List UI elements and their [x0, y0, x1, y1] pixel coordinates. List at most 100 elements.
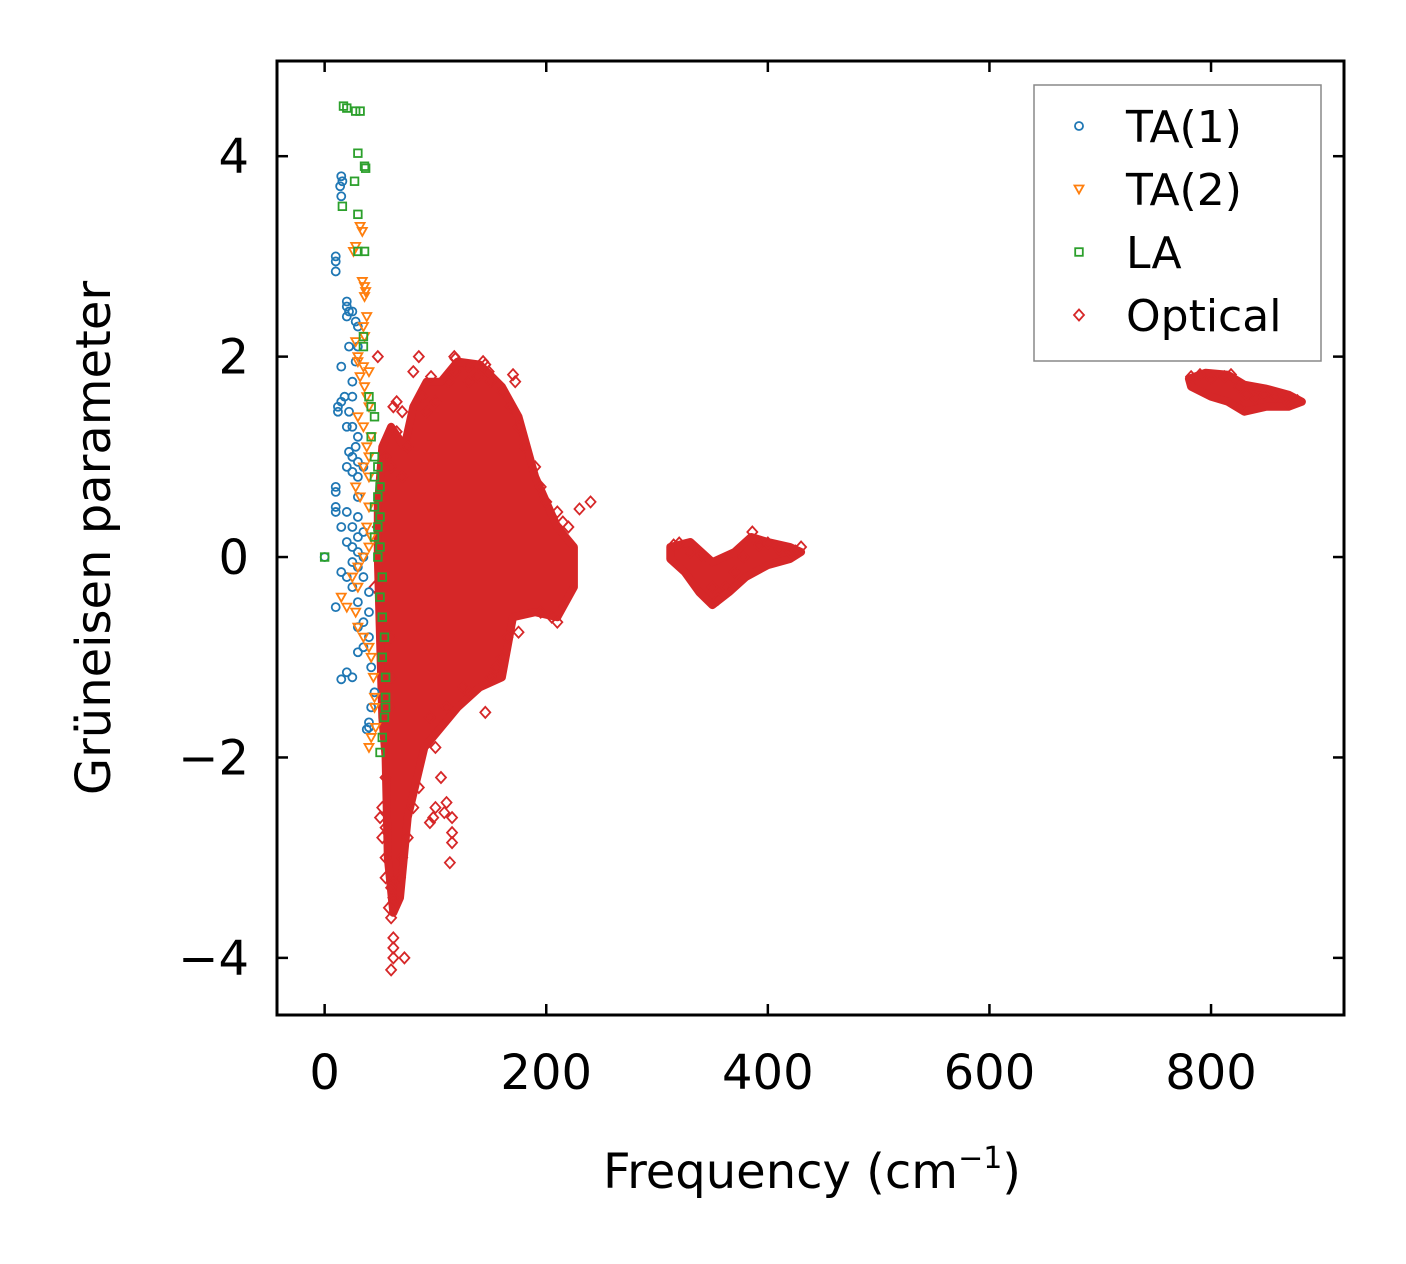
optical-point: [479, 705, 492, 720]
optical-point: [482, 364, 495, 379]
optical-point: [1280, 391, 1293, 406]
ta-1-point: [347, 542, 358, 552]
ta-2-point: [357, 632, 370, 644]
optical-point: [672, 536, 686, 550]
optical-point: [449, 351, 462, 366]
ta-1-point: [341, 667, 352, 678]
optical-point: [1193, 367, 1207, 382]
ta-1-point: [330, 602, 341, 613]
optical-point: [442, 374, 455, 389]
legend-marker-ta-2: [1072, 184, 1086, 196]
optical-point: [462, 374, 475, 389]
ta-2-point: [354, 492, 367, 504]
optical-point: [761, 536, 775, 550]
optical-point: [1258, 387, 1271, 402]
ta-2-point: [354, 221, 367, 233]
optical-point: [443, 855, 457, 870]
ta-1-point: [336, 522, 347, 532]
ta-1-point: [336, 171, 347, 182]
ta-1-point: [350, 441, 361, 452]
la-point: [358, 341, 369, 352]
la-point: [319, 552, 330, 562]
ta-2-point: [358, 382, 371, 394]
optical-point: [573, 502, 586, 516]
la-point: [379, 632, 390, 642]
ta-1-point: [337, 176, 348, 187]
ta-1-point: [341, 507, 352, 517]
ta-1-point: [352, 532, 363, 542]
ta-1-point: [347, 672, 358, 683]
series-la: [319, 101, 391, 758]
ta-2-point: [357, 362, 370, 373]
ta-2-point: [351, 412, 364, 424]
y-tick-label: −2: [178, 730, 249, 786]
ta-2-point: [365, 733, 378, 744]
optical-point: [395, 404, 409, 419]
ta-1-point: [336, 361, 347, 372]
ta-1-point: [319, 552, 330, 562]
series-ta-2: [335, 221, 382, 754]
ta-1-point: [330, 256, 341, 267]
optical-point: [1218, 369, 1231, 384]
ta-2-point: [368, 702, 381, 714]
optical-point: [429, 394, 442, 409]
legend-marker-ta-1: [1074, 121, 1084, 131]
ta-2-point: [362, 542, 376, 554]
ta-1-point: [352, 547, 363, 557]
optical-point: [484, 670, 498, 685]
optical-point: [534, 605, 547, 619]
ta-1-point: [352, 597, 363, 608]
y-tick-label: 0: [218, 530, 249, 586]
la-point: [373, 552, 383, 562]
optical-point: [1291, 393, 1304, 408]
ta-1-point: [344, 341, 354, 352]
optical-point: [684, 545, 697, 559]
optical-point: [540, 495, 553, 509]
legend-box: [1033, 84, 1322, 362]
optical-point: [393, 870, 407, 885]
y-tick-label: 2: [218, 330, 249, 386]
ta-1-point: [347, 391, 358, 402]
la-point: [375, 542, 385, 552]
optical-point: [401, 830, 414, 845]
ta-2-point: [357, 462, 370, 474]
ta-2-point: [369, 722, 382, 734]
la-point: [373, 492, 383, 502]
optical-point: [429, 800, 442, 815]
ta-1-point: [352, 471, 363, 482]
ta-1-point: [352, 512, 363, 522]
ta-2-point: [357, 322, 370, 333]
optical-point: [390, 394, 403, 409]
ta-2-point: [335, 592, 348, 604]
optical-point: [373, 810, 387, 825]
ta-2-point: [365, 652, 378, 664]
optical-point: [1249, 391, 1262, 406]
optical-point: [445, 835, 459, 850]
optical-point: [1232, 379, 1245, 394]
ta-1-point: [352, 456, 363, 467]
optical-point: [384, 880, 398, 895]
x-axis-label-main: Frequency (cm: [603, 1144, 958, 1200]
optical-point: [495, 650, 509, 665]
optical-point: [401, 439, 414, 454]
ta-1-point: [364, 607, 374, 618]
ta-2-point: [357, 422, 370, 434]
ta-1-point: [347, 376, 358, 387]
optical-dense-band-mid: [666, 533, 806, 610]
optical-point: [484, 374, 498, 389]
la-point: [349, 176, 360, 186]
la-point: [359, 161, 370, 171]
la-point: [353, 246, 363, 257]
optical-point: [719, 580, 732, 594]
la-point: [360, 163, 371, 173]
ta-2-point: [362, 743, 376, 754]
ta-1-point: [347, 421, 358, 432]
optical-point: [384, 963, 398, 977]
optical-point: [387, 399, 400, 414]
optical-point: [1269, 389, 1282, 404]
x-tick-label: 0: [309, 1045, 340, 1101]
ta-1-point: [336, 674, 347, 685]
ta-2-point: [356, 226, 369, 238]
ta-1-point: [347, 451, 358, 462]
